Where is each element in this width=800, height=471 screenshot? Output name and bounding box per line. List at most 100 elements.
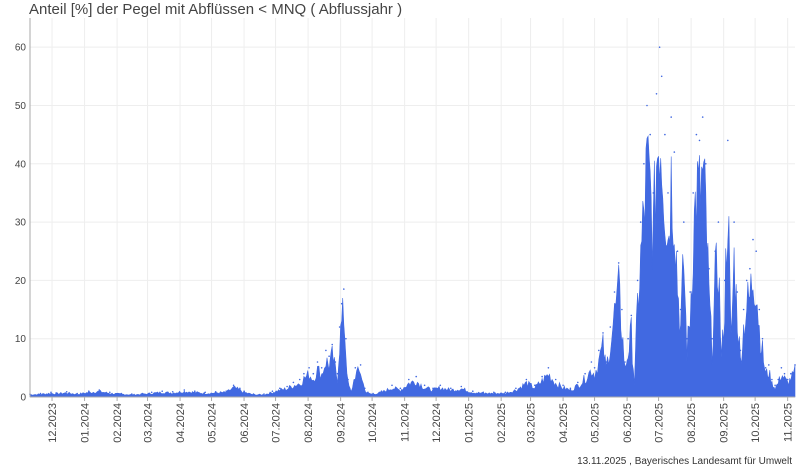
data-point: [55, 392, 57, 394]
data-point: [768, 364, 770, 366]
x-tick-label: 07.2024: [271, 403, 283, 443]
x-tick-label: 03.2024: [143, 403, 155, 443]
y-tick-label: 30: [15, 218, 27, 229]
data-point: [331, 343, 334, 346]
chart-title: Anteil [%] der Pegel mit Abflüssen < MNQ…: [29, 1, 403, 18]
data-point: [774, 384, 776, 387]
data-point: [670, 116, 672, 118]
data-point: [109, 391, 111, 394]
data-point: [752, 238, 754, 241]
data-point: [698, 139, 701, 142]
data-point: [745, 279, 748, 282]
data-point: [683, 221, 685, 223]
data-point: [554, 378, 557, 381]
x-tick-label: 03.2025: [526, 403, 538, 443]
data-point: [633, 378, 636, 381]
y-tick-label: 50: [15, 101, 27, 112]
data-point: [279, 387, 281, 390]
data-point: [627, 337, 629, 340]
data-point: [225, 390, 227, 393]
data-point: [598, 349, 600, 352]
data-point: [780, 367, 783, 369]
data-point: [161, 390, 163, 393]
data-point: [783, 372, 786, 375]
data-point: [692, 192, 694, 194]
data-point: [739, 349, 742, 352]
data-point: [214, 391, 217, 393]
data-point: [263, 393, 265, 395]
x-tick-label: 06.2025: [622, 403, 634, 443]
data-point: [320, 367, 323, 369]
data-point: [705, 163, 707, 165]
data-point: [758, 308, 761, 311]
data-point: [232, 384, 235, 387]
data-point: [338, 326, 341, 328]
data-point: [711, 337, 713, 340]
data-point: [667, 192, 669, 194]
data-point: [171, 391, 174, 393]
data-point: [372, 392, 374, 395]
data-point: [686, 337, 688, 340]
data-point: [141, 392, 144, 395]
data-point: [649, 133, 651, 136]
data-point: [736, 291, 739, 293]
data-point: [708, 267, 710, 270]
data-point: [562, 384, 564, 387]
data-point: [689, 291, 691, 293]
data-point: [472, 390, 474, 393]
data-point: [664, 133, 666, 136]
data-point: [613, 291, 616, 293]
data-point: [695, 133, 698, 136]
data-point: [504, 391, 507, 394]
x-tick-label: 12.2023: [47, 403, 59, 443]
data-point: [541, 375, 543, 378]
data-point: [761, 337, 764, 340]
x-tick-label: 06.2024: [239, 403, 251, 443]
data-point: [391, 384, 393, 387]
x-tick-label: 05.2025: [590, 403, 602, 443]
data-point: [364, 387, 366, 390]
data-point: [39, 392, 42, 395]
data-point: [50, 391, 52, 394]
data-point: [312, 372, 315, 375]
x-tick-labels: 12.2023 01.2024 02.2024 03.2024 04.2024 05.20…: [47, 403, 795, 443]
x-tick-label: 11.2024: [400, 403, 412, 442]
grid: [30, 18, 795, 398]
data-point: [701, 116, 704, 118]
data-point: [194, 390, 196, 393]
data-point: [340, 302, 343, 305]
y-tick-labels: 0 10 20 30 40 50 60: [15, 43, 27, 404]
data-point: [605, 361, 607, 363]
data-point: [243, 390, 245, 393]
data-point: [534, 384, 536, 387]
data-point: [717, 221, 720, 223]
data-point: [652, 192, 655, 194]
x-tick-label: 08.2024: [303, 403, 315, 443]
data-point: [347, 378, 349, 381]
data-point: [609, 326, 612, 328]
data-point: [408, 378, 410, 381]
data-point: [292, 381, 295, 384]
x-tick-label: 08.2025: [686, 403, 698, 443]
data-point: [350, 390, 352, 393]
data-point: [120, 392, 123, 395]
data-point: [730, 326, 732, 328]
y-tick-label: 10: [15, 334, 27, 345]
data-point: [343, 288, 345, 290]
data-point: [764, 367, 767, 369]
data-point: [590, 361, 593, 363]
x-tick-label: 02.2024: [112, 403, 124, 443]
x-tick-label: 04.2024: [175, 403, 187, 443]
data-point: [749, 267, 751, 270]
x-tick-label: 02.2025: [496, 403, 508, 443]
series-layer: [29, 46, 796, 398]
data-point: [727, 139, 729, 142]
data-point: [624, 361, 626, 363]
data-point: [742, 308, 745, 311]
x-tick-label: 10.2025: [750, 403, 762, 443]
data-point: [655, 93, 658, 95]
data-point: [630, 314, 633, 317]
data-point: [515, 387, 517, 390]
data-point: [617, 262, 620, 264]
